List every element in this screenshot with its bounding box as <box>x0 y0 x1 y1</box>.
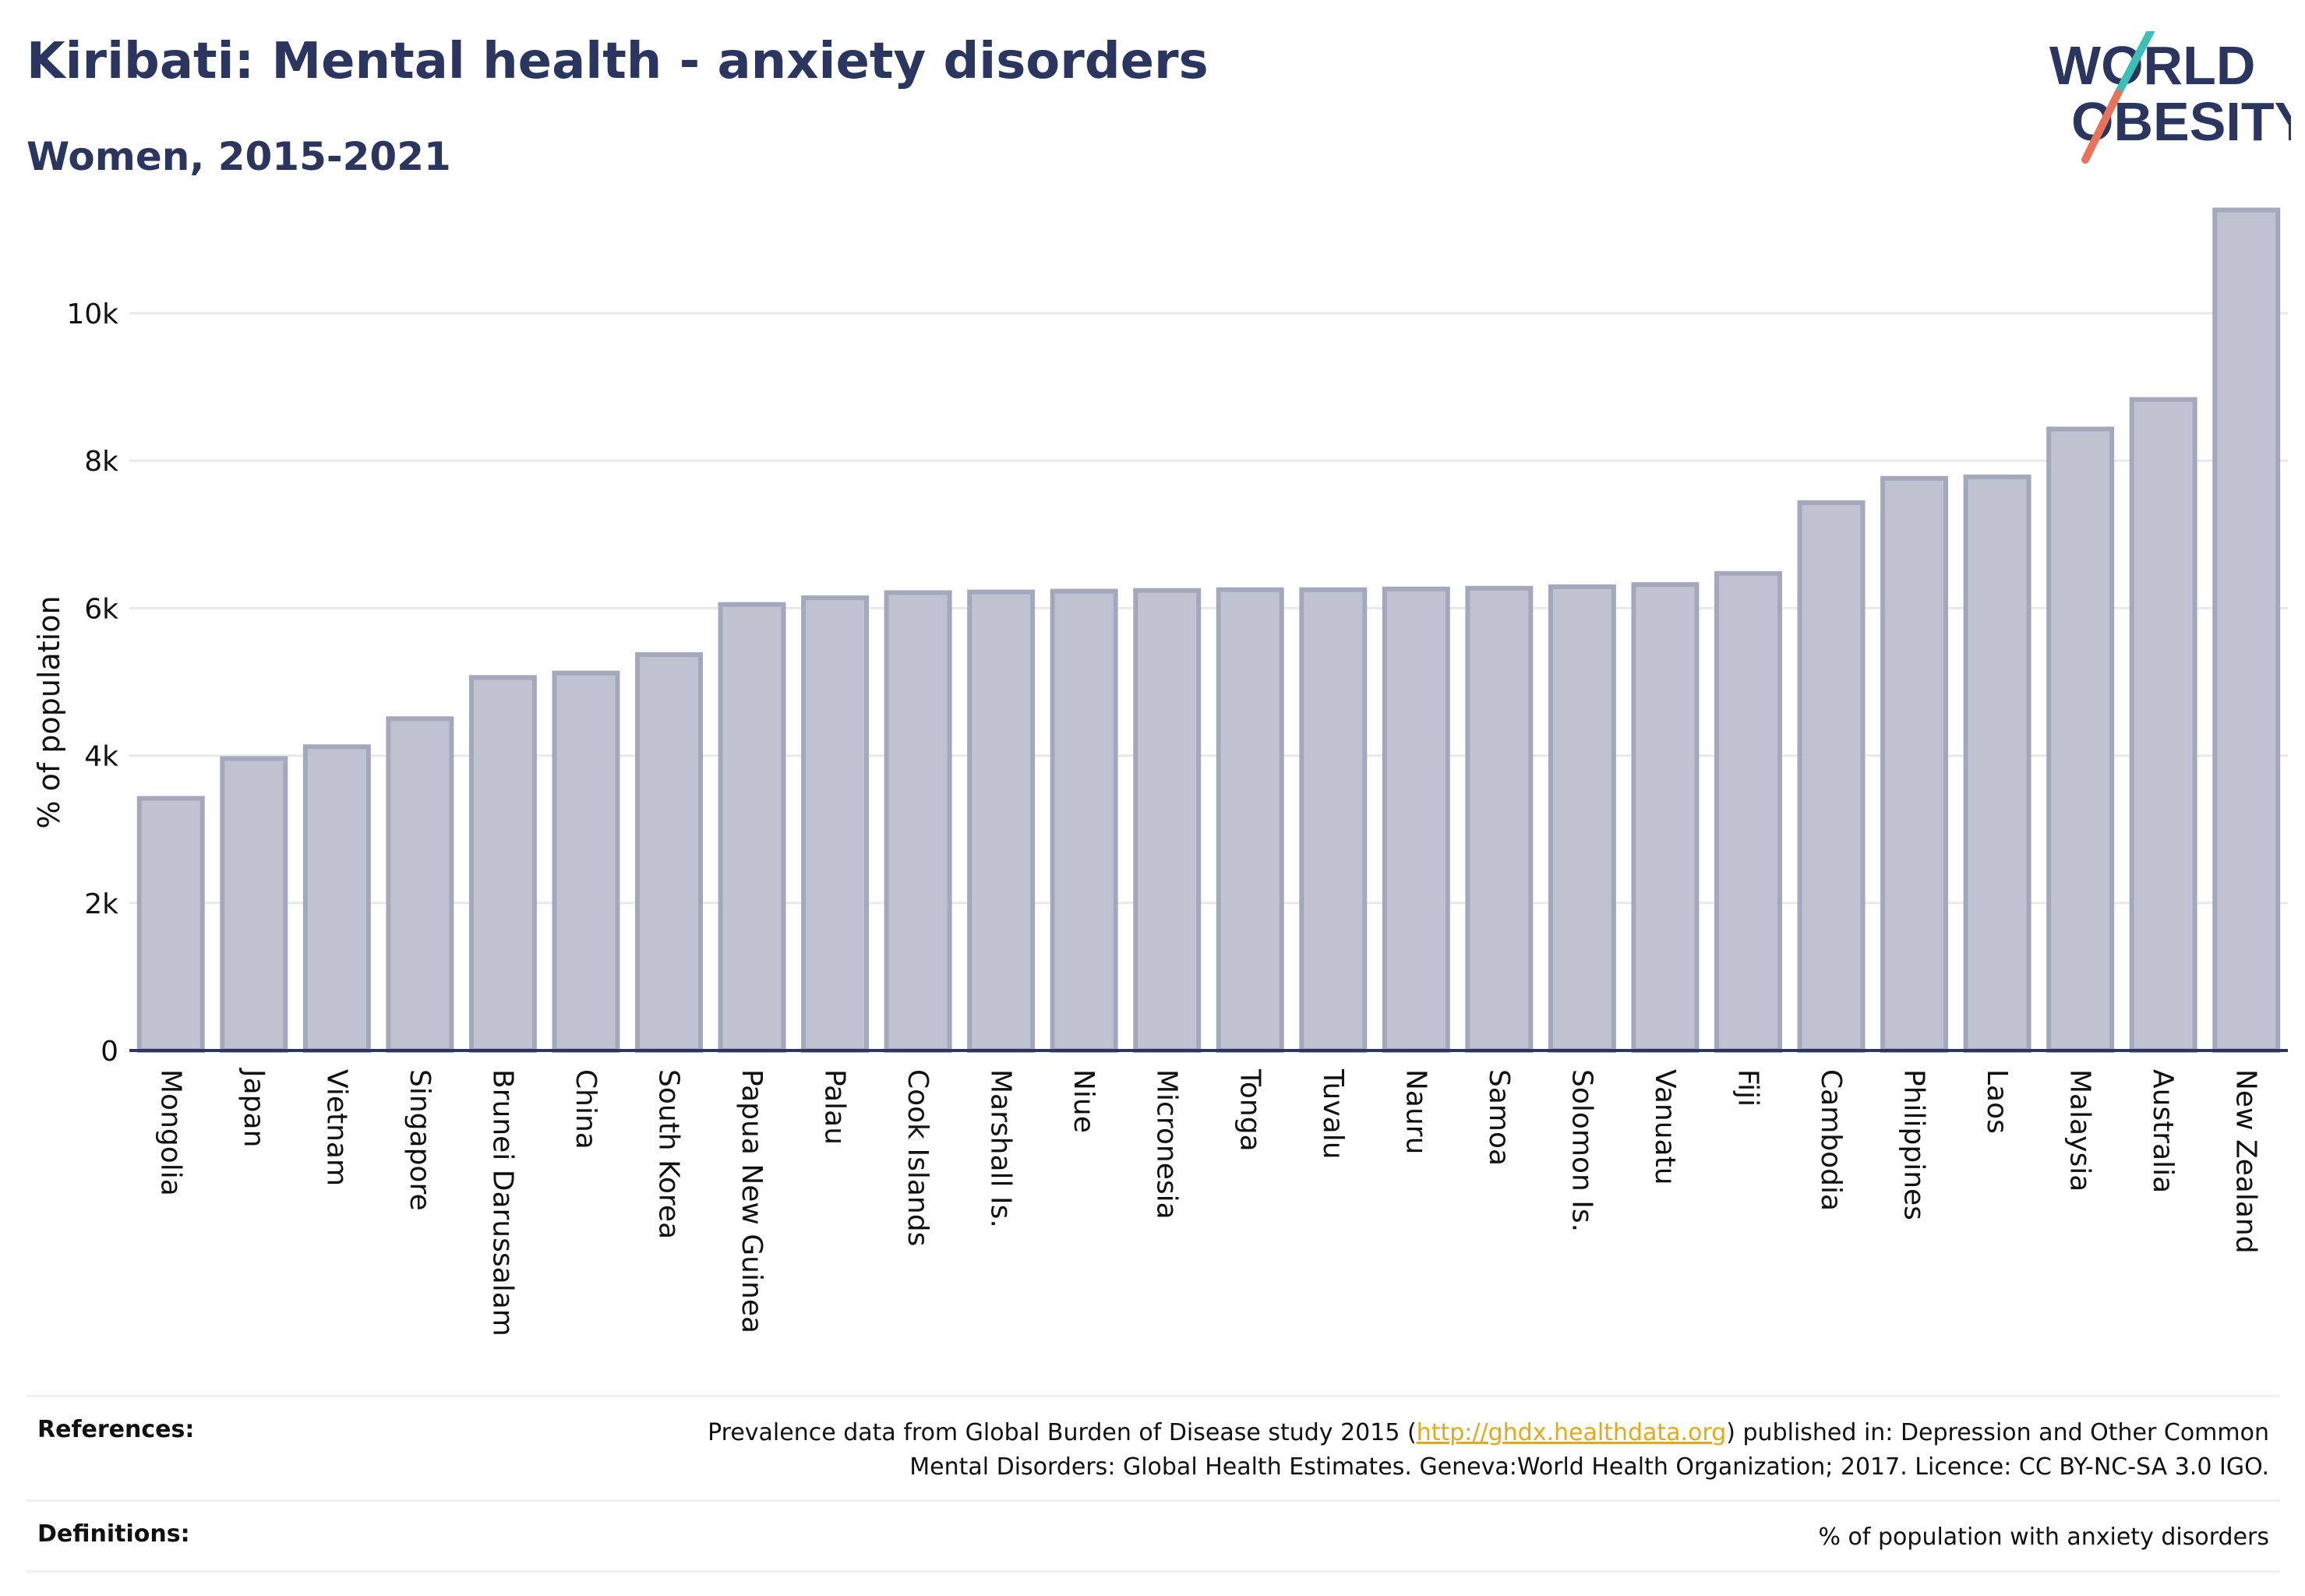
bar-cook-islands <box>884 590 952 1053</box>
bar-tonga <box>1216 587 1284 1053</box>
y-axis-label: % of population <box>32 595 66 828</box>
references-link[interactable]: http://ghdx.healthdata.org <box>1416 1419 1727 1446</box>
bar-palau <box>801 595 870 1053</box>
logo-text-world: WORLD <box>2049 35 2255 96</box>
x-tick-label: Vietnam <box>320 1069 352 1186</box>
bars <box>136 207 2281 1054</box>
x-tick-label: Palau <box>819 1069 851 1145</box>
bar-cambodia <box>1797 500 1866 1053</box>
x-tick-label: Samoa <box>1483 1069 1515 1166</box>
bar-australia <box>2129 397 2197 1053</box>
x-tick-label: Niue <box>1068 1069 1100 1133</box>
bar-niue <box>1050 588 1118 1053</box>
bar-samoa <box>1465 585 1534 1053</box>
x-tick-label: Tuvalu <box>1317 1068 1349 1160</box>
world-obesity-logo: WORLD OBESITY <box>2049 31 2291 164</box>
x-tick-label: Micronesia <box>1151 1069 1183 1220</box>
bar-philippines <box>1880 475 1949 1053</box>
x-tick-label: Japan <box>238 1068 270 1147</box>
bar-china <box>552 670 620 1053</box>
x-tick-label: Philippines <box>1898 1069 1930 1220</box>
x-tick-label: Brunei Darussalam <box>486 1069 518 1336</box>
references-text-before: Prevalence data from Global Burden of Di… <box>708 1419 1417 1446</box>
definitions-label: Definitions: <box>37 1520 190 1548</box>
chart-subtitle: Women, 2015-2021 <box>26 134 451 179</box>
y-tick-label: 2k <box>84 888 118 920</box>
bar-vietnam <box>302 744 371 1053</box>
definitions-text: % of population with anxiety disorders <box>1818 1524 2269 1551</box>
x-tick-label: Cambodia <box>1815 1069 1847 1211</box>
x-tick-label: Papua New Guinea <box>736 1069 768 1333</box>
y-tick-label: 4k <box>84 741 118 773</box>
bar-brunei-darussalam <box>468 675 537 1054</box>
references-text-after: ) published in: Depression and Other Com… <box>1726 1419 2269 1446</box>
y-tick-label: 10k <box>66 298 118 330</box>
bar-japan <box>220 756 288 1053</box>
bar-vanuatu <box>1631 582 1700 1053</box>
x-tick-label: Fiji <box>1732 1069 1764 1107</box>
y-tick-label: 0 <box>101 1036 118 1068</box>
bar-new-zealand <box>2212 207 2281 1054</box>
bar-tuvalu <box>1299 587 1368 1053</box>
references-row: References: Prevalence data from Global … <box>26 1395 2280 1499</box>
logo-slash-teal-icon <box>2114 31 2155 97</box>
bar-chart: 0 2k 4k 6k 8k 10k Mongolia Japan Vietnam Singapor… <box>32 207 2288 1336</box>
x-tick-label: Laos <box>1981 1069 2013 1134</box>
bar-laos <box>1963 474 2031 1053</box>
y-tick-label: 8k <box>84 446 118 478</box>
bar-solomon-is <box>1548 584 1616 1053</box>
x-tick-label: China <box>570 1069 602 1149</box>
logo-slash-coral-icon <box>2081 90 2122 164</box>
x-tick-label: Malaysia <box>2064 1069 2096 1192</box>
bar-malaysia <box>2046 426 2115 1053</box>
bar-marshall-is <box>967 589 1036 1053</box>
references-text: Prevalence data from Global Burden of Di… <box>708 1416 2269 1484</box>
x-tick-label: Cook Islands <box>902 1069 934 1246</box>
chart-title: Kiribati: Mental health - anxiety disord… <box>26 33 1209 90</box>
x-tick-label: Mongolia <box>154 1069 186 1196</box>
bar-nauru <box>1382 586 1450 1053</box>
x-tick-label: Vanuatu <box>1649 1069 1681 1185</box>
bar-mongolia <box>136 796 205 1053</box>
x-tick-label: New Zealand <box>2230 1069 2262 1254</box>
x-tick-label: Nauru <box>1400 1069 1431 1154</box>
axes: 0 2k 4k 6k 8k 10k Mongolia Japan Vietnam Singapor… <box>66 298 2288 1336</box>
references-text-line2: Mental Disorders: Global Health Estimate… <box>909 1453 2269 1481</box>
definitions-row: Definitions: % of population with anxiet… <box>26 1499 2280 1573</box>
x-tick-label: Marshall Is. <box>985 1069 1017 1228</box>
references-label: References: <box>37 1416 195 1443</box>
x-tick-label: South Korea <box>653 1069 685 1239</box>
bar-singapore <box>386 716 454 1053</box>
x-tick-label: Tonga <box>1234 1068 1265 1152</box>
footer-table: References: Prevalence data from Global … <box>26 1395 2280 1573</box>
bar-micronesia <box>1133 588 1202 1053</box>
bar-papua-new-guinea <box>718 602 786 1053</box>
x-tick-label: Solomon Is. <box>1565 1069 1597 1232</box>
bar-fiji <box>1714 570 1782 1053</box>
y-tick-label: 6k <box>84 593 118 625</box>
x-tick-label: Singapore <box>404 1069 436 1211</box>
x-tick-label: Australia <box>2147 1069 2179 1193</box>
bar-south-korea <box>635 651 703 1053</box>
